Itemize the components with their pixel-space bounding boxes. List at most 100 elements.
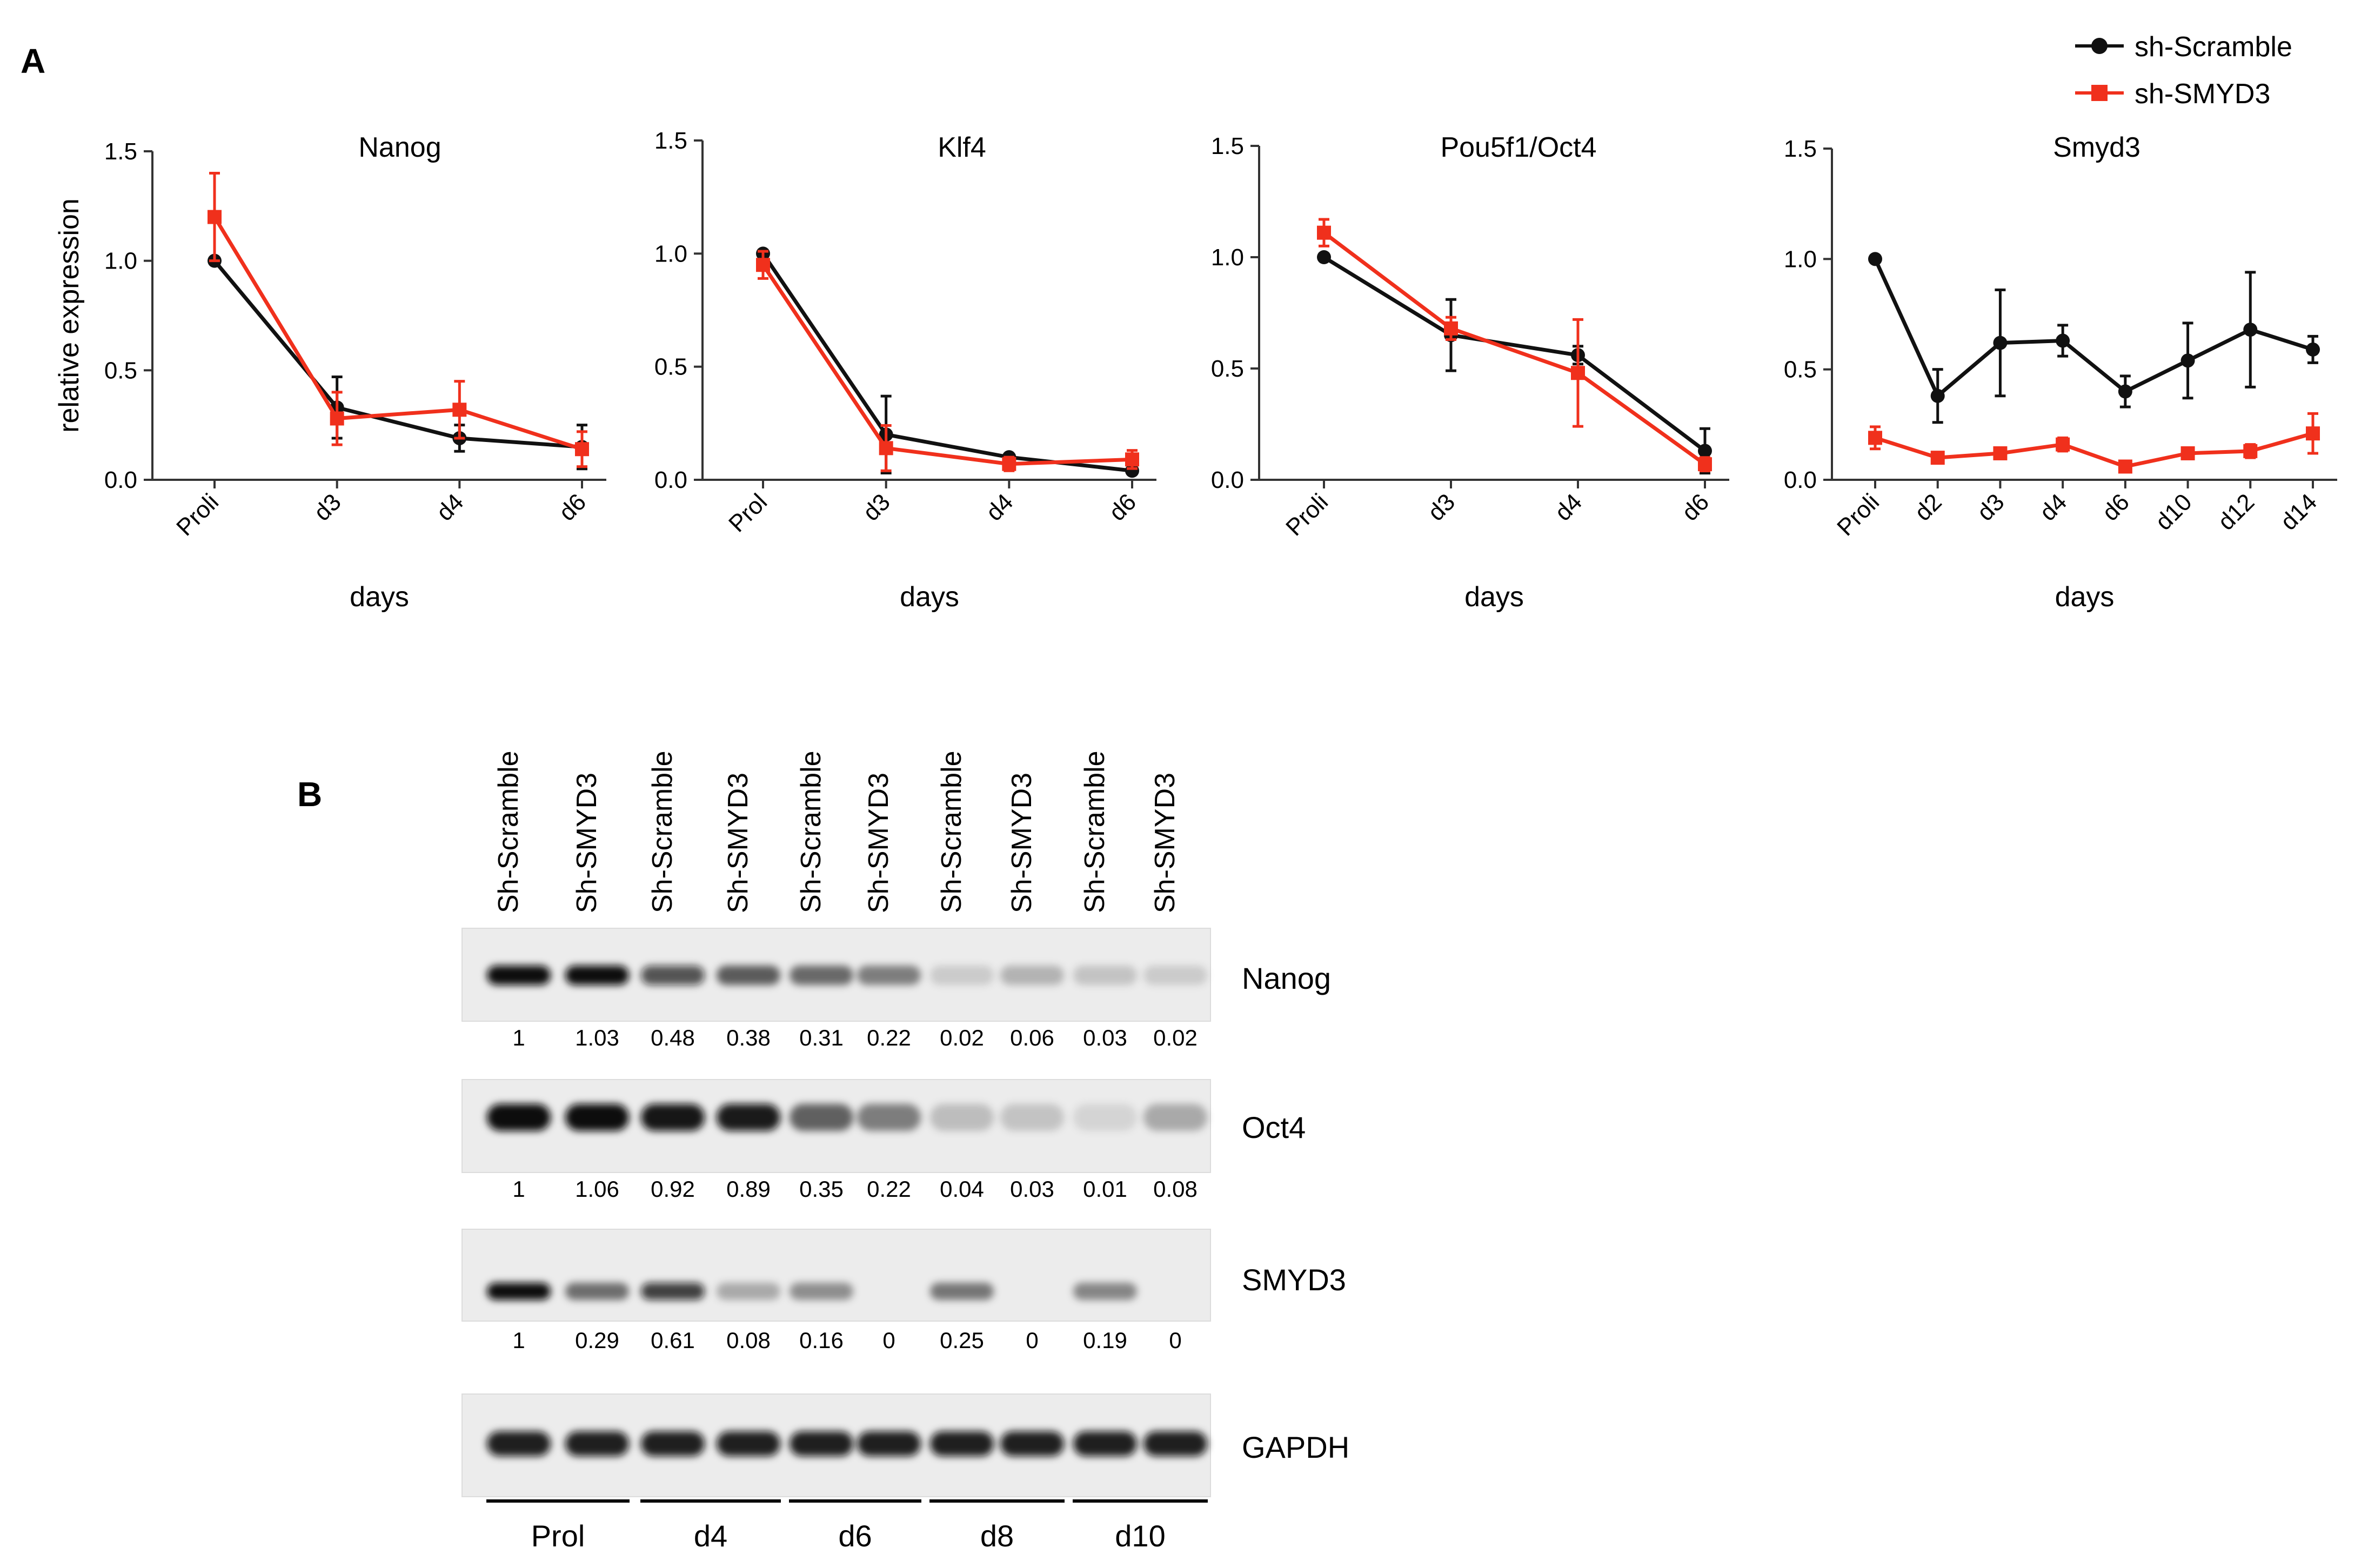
chart-title: Nanog [358, 132, 441, 163]
blot-band [641, 1431, 705, 1456]
y-tick-label: 1.5 [654, 128, 687, 154]
x-axis-label: days [2055, 581, 2115, 613]
band-label: Nanog [1242, 961, 1331, 995]
quant-value: 0.03 [1083, 1025, 1127, 1050]
data-point [756, 258, 770, 272]
blot-band [641, 1283, 705, 1300]
x-tick-label: d4 [1550, 488, 1587, 526]
blot-band [717, 1104, 780, 1131]
quant-value: 0.35 [799, 1176, 844, 1202]
blot-band [1073, 1431, 1137, 1456]
data-point [1868, 252, 1882, 266]
x-tick-label: d4 [2035, 488, 2072, 526]
quant-value: 0.08 [1153, 1176, 1198, 1202]
y-tick-label: 0.0 [104, 467, 137, 493]
x-tick-label: Proli [171, 488, 224, 541]
data-point [452, 403, 467, 417]
data-point [2243, 323, 2258, 337]
quant-value: 0.29 [575, 1328, 619, 1353]
blot-band [565, 1431, 629, 1456]
quant-value: 0.04 [940, 1176, 984, 1202]
blot-band [790, 1283, 853, 1300]
group-label: d6 [838, 1519, 872, 1553]
quant-value: 0.22 [867, 1025, 911, 1050]
series-line [213, 216, 583, 451]
quant-value: 0.22 [867, 1176, 911, 1202]
series-smyd3 [756, 250, 1139, 472]
blot-strip-nanog: Nanog 1 1.03 0.48 0.38 0.31 0.22 0.02 0.06 0.03 0.… [461, 928, 1331, 1050]
data-point [1317, 250, 1331, 264]
lane-label: Sh-Scramble [1079, 751, 1111, 913]
x-tick-label: Prol [724, 488, 772, 537]
lane-label: Sh-Scramble [795, 751, 827, 913]
lane-label: Sh-SMYD3 [571, 773, 603, 913]
quant-value: 0.19 [1083, 1328, 1127, 1353]
data-point [1571, 366, 1585, 380]
series-line [761, 252, 1133, 473]
blot-band [487, 1104, 551, 1131]
blot-band [717, 1431, 780, 1456]
series-smyd3 [208, 172, 589, 468]
quant-value: 0.16 [799, 1328, 844, 1353]
y-tick-label: 1.0 [104, 248, 137, 274]
quant-value: 0.31 [799, 1025, 844, 1050]
x-tick-label: d4 [981, 488, 1018, 526]
data-point [879, 441, 893, 455]
lane-label: Sh-SMYD3 [1006, 773, 1038, 913]
quant-value: 0.03 [1010, 1176, 1054, 1202]
series-scramble [756, 246, 1139, 478]
data-point [2056, 333, 2070, 348]
data-point [1444, 321, 1458, 336]
data-point [2118, 459, 2132, 474]
group-label: d8 [980, 1519, 1014, 1553]
legend-marker-smyd3 [2091, 85, 2108, 101]
data-point [1698, 457, 1712, 472]
series-scramble [208, 253, 589, 471]
lane-label: Sh-Scramble [647, 751, 678, 913]
quant-value: 0 [882, 1328, 895, 1353]
x-axis-label: days [1464, 581, 1524, 613]
data-point [2180, 353, 2195, 368]
y-tick-label: 1.5 [1784, 136, 1817, 162]
quant-value: 1.03 [575, 1025, 619, 1050]
panel-label-a: A [21, 42, 45, 81]
x-tick-label: d12 [2213, 488, 2260, 535]
quant-value: 0 [1169, 1328, 1181, 1353]
blot-strip-smyd3: SMYD3 1 0.29 0.61 0.08 0.16 0 0.25 0 0.19 0 [461, 1229, 1346, 1353]
data-point [1993, 446, 2008, 460]
blot-band [1073, 966, 1137, 985]
blot-band [857, 966, 921, 985]
x-axis-label: days [900, 581, 959, 613]
y-tick-label: 0.0 [654, 467, 687, 493]
chart-3: Pou5f1/Oct4 0.0 0.5 1.0 1.5 Proli d3 d4 d6 days [1211, 132, 1729, 613]
band-label: GAPDH [1242, 1430, 1349, 1464]
blot-band [717, 1283, 780, 1300]
blot-band [641, 1104, 705, 1131]
x-tick-label: d3 [1972, 488, 2009, 526]
line-charts: Nanog 0.0 0.5 1.0 1.5 Proli d3 d4 d6 days relative… [53, 128, 2337, 613]
data-point [2306, 426, 2320, 441]
blot-band [641, 966, 705, 985]
quant-value: 1 [512, 1176, 525, 1202]
blot-band [790, 1104, 853, 1131]
quant-value: 0.02 [1153, 1025, 1198, 1050]
quant-value: 0.48 [651, 1025, 695, 1050]
data-point [1930, 451, 1945, 465]
data-point [2306, 342, 2320, 357]
lane-label: Sh-Scramble [936, 751, 967, 913]
data-point [1930, 388, 1945, 403]
band-label: SMYD3 [1242, 1263, 1346, 1297]
data-point [330, 411, 344, 426]
data-point [2118, 384, 2132, 399]
data-point [2243, 444, 2258, 458]
data-point [1993, 336, 2008, 350]
legend-marker-scramble [2091, 38, 2108, 54]
x-tick-label: d6 [1677, 488, 1714, 526]
x-tick-label: d3 [309, 488, 346, 526]
x-tick-label: d10 [2150, 488, 2197, 535]
blot-band [565, 1104, 629, 1131]
series-smyd3 [1317, 218, 1712, 473]
y-tick-label: 0.0 [1784, 467, 1817, 493]
series-line [1323, 256, 1707, 453]
